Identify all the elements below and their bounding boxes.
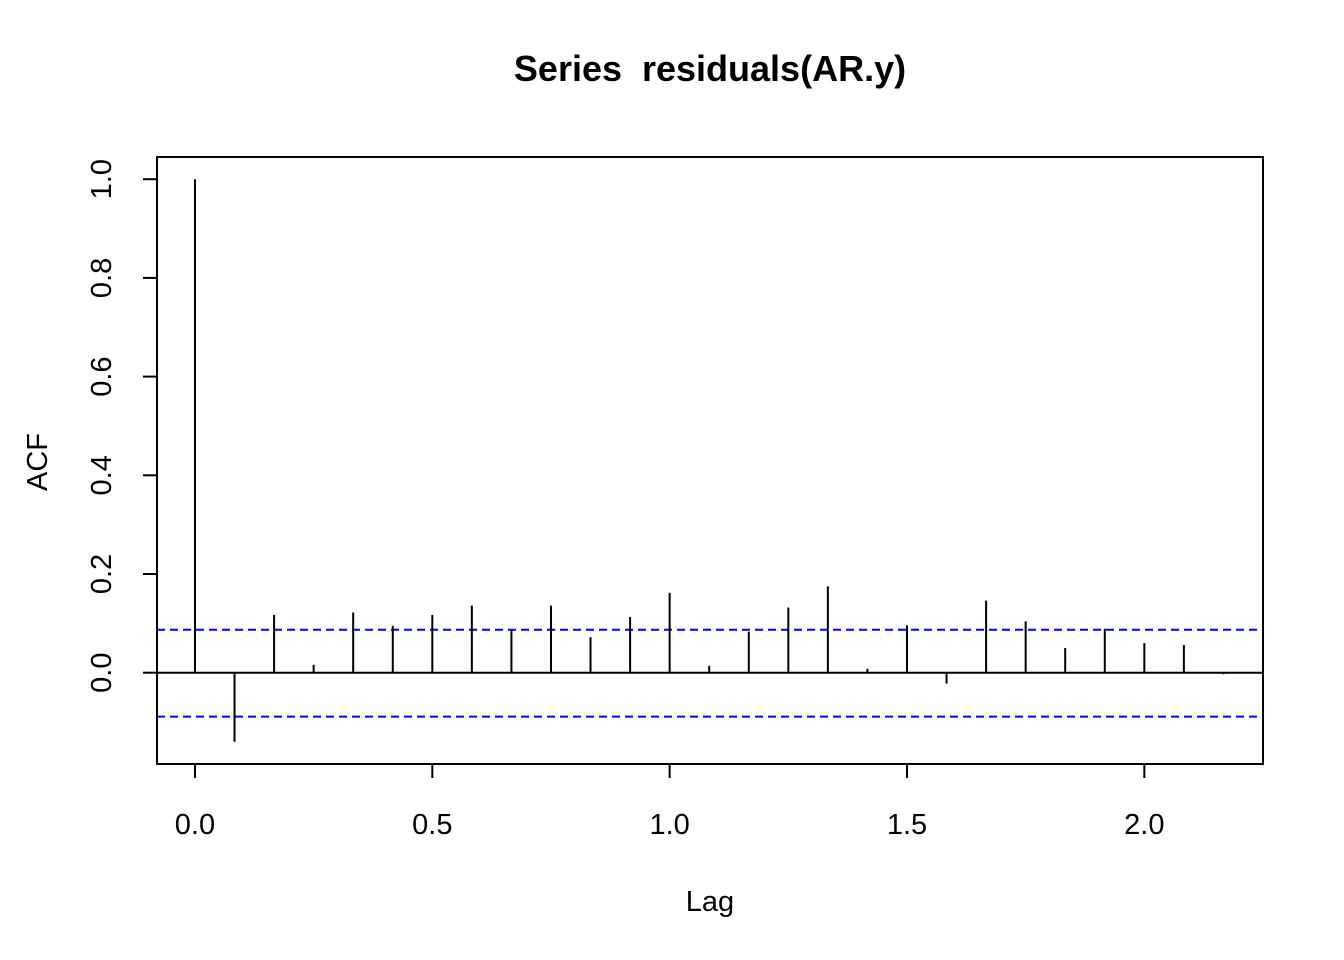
y-tick-label: 0.2 (86, 554, 118, 594)
x-tick-label: 2.0 (1124, 809, 1164, 841)
x-tick-label: 1.0 (649, 809, 689, 841)
confidence-bounds (157, 628, 1263, 718)
y-tick-label: 0.4 (86, 455, 118, 495)
x-axis-label: Lag (686, 886, 734, 918)
chart-title: Series residuals(AR.y) (514, 48, 906, 89)
x-tick-label: 0.5 (412, 809, 452, 841)
x-tick-label: 0.0 (175, 809, 215, 841)
y-axis: 0.0 0.2 0.4 0.6 0.8 1.0 (86, 159, 158, 693)
y-tick-label: 0.6 (86, 356, 118, 396)
y-tick-label: 0.8 (86, 258, 118, 298)
acf-spikes (193, 179, 1225, 742)
y-tick-label: 1.0 (86, 159, 118, 199)
x-tick-label: 1.5 (887, 809, 927, 841)
x-axis: 0.0 0.5 1.0 1.5 2.0 (175, 763, 1164, 841)
y-axis-label: ACF (22, 433, 54, 491)
y-tick-label: 0.0 (86, 653, 118, 693)
